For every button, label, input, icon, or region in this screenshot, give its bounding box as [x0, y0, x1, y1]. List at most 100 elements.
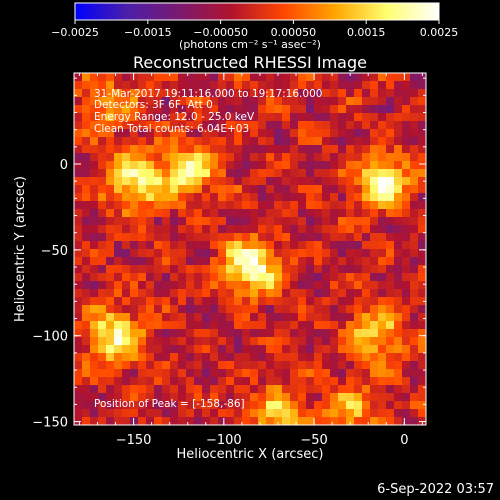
heatmap-cell [98, 129, 107, 138]
heatmap-cell [282, 337, 291, 346]
heatmap-cell [386, 225, 395, 234]
heatmap-cell [178, 417, 187, 425]
heatmap-cell [178, 241, 187, 250]
heatmap-cell [106, 241, 115, 250]
heatmap-cell [194, 185, 203, 194]
heatmap-cell [274, 105, 283, 114]
heatmap-cell [418, 345, 426, 354]
heatmap-cell [162, 97, 171, 106]
heatmap-cell [114, 249, 123, 258]
heatmap-cell [162, 233, 171, 242]
heatmap-cell [386, 153, 395, 162]
heatmap-cell [90, 329, 99, 338]
heatmap-cell [394, 73, 403, 82]
heatmap-cell [210, 377, 219, 386]
heatmap-cell [386, 313, 395, 322]
heatmap-cell [250, 313, 259, 322]
heatmap-cell [322, 73, 331, 82]
heatmap-cell [114, 129, 123, 138]
heatmap-cell [162, 105, 171, 114]
heatmap-cell [370, 337, 379, 346]
heatmap-cell [122, 97, 131, 106]
heatmap-cell [362, 145, 371, 154]
heatmap-cell [386, 217, 395, 226]
heatmap-cell [290, 89, 299, 98]
heatmap-cell [74, 169, 83, 178]
heatmap-cell [90, 289, 99, 298]
heatmap-cell [154, 273, 163, 282]
heatmap-cell [114, 201, 123, 210]
heatmap-cell [258, 321, 267, 330]
heatmap-cell [210, 409, 219, 418]
heatmap-cell [394, 201, 403, 210]
heatmap-cell [218, 121, 227, 130]
heatmap-cell [162, 385, 171, 394]
heatmap-cell [346, 193, 355, 202]
heatmap-cell [282, 393, 291, 402]
heatmap-cell [266, 401, 275, 410]
heatmap-cell [90, 249, 99, 258]
heatmap-cell [306, 233, 315, 242]
heatmap-cell [378, 289, 387, 298]
heatmap-cell [106, 217, 115, 226]
heatmap-cell [306, 113, 315, 122]
heatmap-cell [154, 417, 163, 425]
heatmap-cell [410, 401, 419, 410]
heatmap-cell [218, 113, 227, 122]
heatmap-cell [186, 353, 195, 362]
heatmap-cell [314, 177, 323, 186]
heatmap-cell [378, 217, 387, 226]
heatmap-cell [386, 73, 395, 82]
heatmap-cell [122, 177, 131, 186]
heatmap-cell [114, 305, 123, 314]
heatmap-cell [106, 209, 115, 218]
heatmap-cell [138, 401, 147, 410]
heatmap-cell [266, 137, 275, 146]
heatmap-cell [138, 249, 147, 258]
heatmap-cell [98, 201, 107, 210]
heatmap-cell [402, 217, 411, 226]
heatmap-cell [114, 89, 123, 98]
heatmap-cell [114, 161, 123, 170]
heatmap-cell [130, 177, 139, 186]
heatmap-cell [250, 353, 259, 362]
heatmap-cell [234, 313, 243, 322]
heatmap-cell [370, 129, 379, 138]
heatmap-cell [242, 329, 251, 338]
heatmap-cell [306, 209, 315, 218]
heatmap-cell [418, 121, 426, 130]
heatmap-cell [138, 105, 147, 114]
heatmap-cell [154, 193, 163, 202]
heatmap-cell [242, 257, 251, 266]
heatmap-cell [362, 249, 371, 258]
heatmap-cell [330, 313, 339, 322]
heatmap-cell [234, 153, 243, 162]
heatmap-cell [346, 73, 355, 82]
heatmap-cell [314, 161, 323, 170]
heatmap-cell [186, 193, 195, 202]
heatmap-cell [266, 361, 275, 370]
heatmap-cell [378, 345, 387, 354]
heatmap-cell [250, 161, 259, 170]
heatmap-cell [202, 73, 211, 82]
heatmap-cell [370, 185, 379, 194]
heatmap-cell [282, 273, 291, 282]
heatmap-cell [362, 73, 371, 82]
heatmap-cell [170, 113, 179, 122]
heatmap-cell [362, 353, 371, 362]
heatmap-cell [354, 321, 363, 330]
heatmap-cell [162, 417, 171, 425]
heatmap-cell [98, 337, 107, 346]
heatmap-cell [234, 233, 243, 242]
heatmap-cell [138, 377, 147, 386]
heatmap-cell [330, 305, 339, 314]
heatmap-cell [250, 321, 259, 330]
heatmap-cell [274, 89, 283, 98]
heatmap-cell [378, 209, 387, 218]
heatmap-cell [186, 265, 195, 274]
heatmap-cell [178, 257, 187, 266]
heatmap-cell [354, 185, 363, 194]
heatmap-cell [298, 329, 307, 338]
heatmap-cell [162, 185, 171, 194]
heatmap-cell [306, 321, 315, 330]
